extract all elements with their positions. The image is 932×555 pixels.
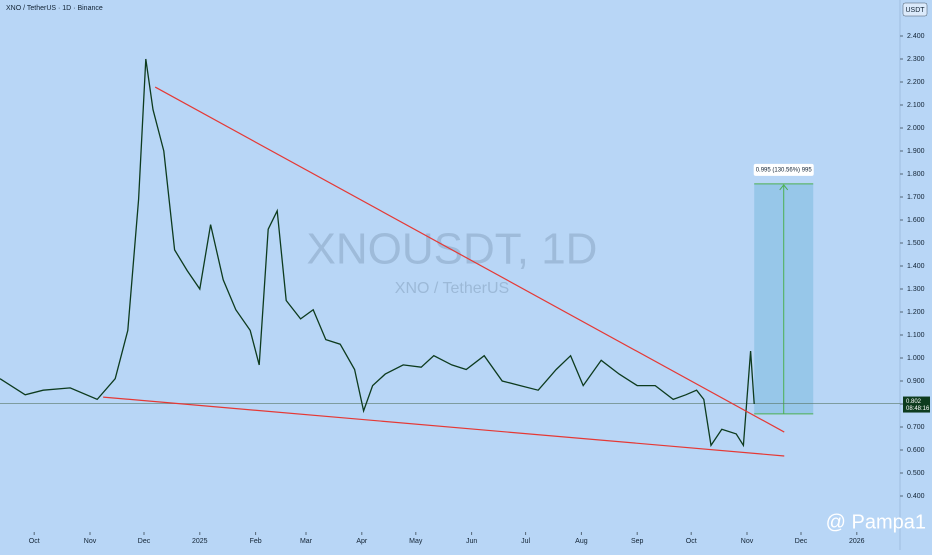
x-tick-label: Nov [741, 538, 754, 545]
y-tick-label: 1.000 [907, 355, 925, 362]
chart-title: XNO / TetherUS · 1D · Binance [6, 5, 103, 12]
measure-label: 0.995 (130.56%) 995 [756, 167, 813, 173]
x-tick-label: May [409, 538, 423, 545]
currency: USDT [905, 7, 925, 14]
credit: @ Pampa1 [826, 511, 926, 533]
currency-box [902, 2, 928, 17]
y-tick-label: 1.900 [907, 148, 925, 155]
y-tick-label: 1.100 [907, 332, 925, 339]
y-tick-label: 2.400 [907, 33, 925, 40]
y-tick-label: 1.300 [907, 286, 925, 293]
x-tick-label: Feb [250, 538, 262, 545]
last-price: 0.802 [906, 399, 922, 405]
y-tick-label: 1.200 [907, 309, 925, 316]
y-tick-label: 0.900 [907, 378, 925, 385]
y-tick-label: 0.600 [907, 447, 925, 454]
y-tick-label: 1.700 [907, 194, 925, 201]
x-tick-label: Dec [795, 538, 808, 545]
x-tick-label: 2025 [192, 538, 208, 545]
trendline [103, 396, 785, 457]
measure-arrowhead [779, 184, 789, 191]
y-tick-label: 0.700 [907, 424, 925, 431]
x-tick-label: Aug [575, 538, 588, 545]
x-tick-label: Jul [521, 538, 530, 545]
y-tick-label: 0.500 [907, 470, 925, 477]
x-tick-label: Mar [300, 538, 313, 545]
price-line [0, 58, 755, 448]
y-tick-label: 0.400 [907, 493, 925, 500]
y-tick-label: 2.000 [907, 125, 925, 132]
last-price-box [903, 396, 930, 413]
y-tick-label: 2.300 [907, 56, 925, 63]
x-tick-label: Sep [631, 538, 644, 545]
x-tick-label: Dec [138, 538, 151, 545]
x-tick-label: Jun [466, 538, 477, 545]
measure-label-box [753, 163, 814, 176]
trendline [154, 86, 785, 433]
countdown: 08:48:16 [906, 406, 930, 412]
y-tick-label: 2.100 [907, 102, 925, 109]
x-tick-label: Apr [356, 538, 368, 545]
y-tick-label: 2.200 [907, 79, 925, 86]
y-tick-label: 1.500 [907, 240, 925, 247]
x-tick-label: Oct [29, 538, 40, 545]
x-tick-label: Nov [84, 538, 97, 545]
watermark-symbol: XNOUSDT, 1D [307, 225, 598, 274]
y-tick-label: 1.600 [907, 217, 925, 224]
y-tick-label: 1.400 [907, 263, 925, 270]
y-tick-label: 1.800 [907, 171, 925, 178]
x-tick-label: 2026 [849, 538, 865, 545]
x-tick-label: Oct [686, 538, 697, 545]
watermark-name: XNO / TetherUS [395, 280, 509, 297]
